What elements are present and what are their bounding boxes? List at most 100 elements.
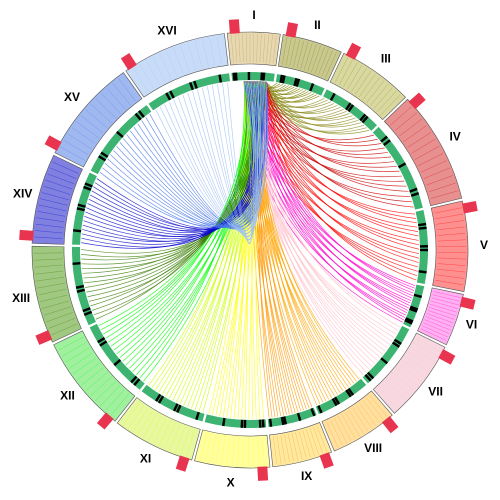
sector-line <box>226 436 231 465</box>
sector-line <box>276 436 282 464</box>
ideogram <box>275 74 325 96</box>
ideogram-band <box>296 412 302 422</box>
sector-line <box>321 50 333 77</box>
sector-line <box>399 118 422 137</box>
sector-line <box>259 34 262 63</box>
link <box>119 81 266 358</box>
sector-line <box>187 43 197 71</box>
sector-line <box>152 57 166 83</box>
sector-line <box>318 48 329 75</box>
ideogram-band <box>155 393 162 402</box>
sector-line <box>377 90 397 112</box>
sector-line <box>437 257 466 260</box>
chromosome-sector <box>329 52 406 121</box>
sector-line <box>112 83 131 106</box>
sector-line <box>90 376 112 397</box>
sector-line <box>51 323 78 336</box>
sector-line <box>110 393 130 416</box>
ideogram-band <box>172 403 179 412</box>
sector-line <box>205 433 212 462</box>
sector-line <box>369 394 388 417</box>
chromosome-label: XV <box>64 90 80 104</box>
ideogram-band <box>295 78 301 87</box>
ideogram-band <box>345 102 352 111</box>
sector-line <box>166 50 178 77</box>
sector-line <box>164 422 176 449</box>
sector-line <box>238 34 241 63</box>
ideogram-band <box>234 72 238 81</box>
sector-line <box>48 318 75 329</box>
chromosome-sector <box>31 154 83 245</box>
sector-line <box>76 121 100 139</box>
sector-line <box>38 288 67 296</box>
chromosome-label: V <box>480 238 488 252</box>
ideogram-band <box>383 139 391 147</box>
chromosome-sector <box>277 34 342 82</box>
sector-line <box>199 432 207 461</box>
ideogram <box>148 73 231 111</box>
ideogram-band <box>218 74 223 83</box>
ideogram-band <box>157 395 165 404</box>
ideogram-band <box>165 92 172 101</box>
ideogram-band <box>258 419 262 428</box>
marker <box>257 466 269 481</box>
ideogram-band <box>279 74 284 83</box>
sector-line <box>272 35 277 64</box>
ideogram-band <box>261 419 265 428</box>
ideogram-band <box>195 411 200 421</box>
sector-line <box>46 312 73 323</box>
link <box>217 81 253 245</box>
sector-line <box>298 431 307 459</box>
sector-line <box>351 67 367 92</box>
ideogram-band <box>262 72 266 81</box>
sector-line <box>273 436 278 465</box>
chromosome-sector <box>116 397 201 461</box>
ideogram-band <box>409 187 418 193</box>
ideogram-band <box>280 416 285 426</box>
ideogram-band <box>240 419 244 428</box>
link <box>222 80 255 244</box>
sector-line <box>90 103 112 124</box>
sector-line <box>169 424 181 451</box>
sector-line <box>282 37 288 65</box>
sector-line <box>395 368 418 387</box>
chromosome-sector <box>31 245 82 343</box>
sector-line <box>37 282 65 289</box>
sector-line <box>355 70 372 95</box>
chromosome-label: XIII <box>12 291 30 305</box>
sector-line <box>359 402 376 426</box>
ideogram-band <box>76 288 86 293</box>
ideogram-band <box>331 397 338 407</box>
sector-line <box>291 433 299 461</box>
link <box>182 81 265 234</box>
link <box>265 81 295 92</box>
chromosome-sector <box>53 330 136 422</box>
sector-line <box>230 34 234 63</box>
ideogram-band <box>329 92 336 102</box>
ideogram-band <box>333 396 341 405</box>
sector-line <box>42 300 70 309</box>
link <box>264 81 414 208</box>
chromosome-sector <box>417 287 464 346</box>
sector-line <box>210 434 217 463</box>
link <box>99 81 268 227</box>
marker <box>175 455 190 472</box>
ideogram-band <box>310 408 316 417</box>
sector-line <box>337 416 352 442</box>
ideogram-band <box>98 155 107 162</box>
sector-line <box>202 39 209 67</box>
sector-line <box>424 319 451 331</box>
sector-line <box>303 43 313 71</box>
sector-line <box>436 220 465 225</box>
ideogram-band <box>99 340 108 347</box>
sector-line <box>413 342 438 358</box>
sector-line <box>142 413 158 438</box>
sector-line <box>242 437 245 466</box>
sector-line <box>262 34 266 63</box>
sector-line <box>81 367 104 386</box>
sector-line <box>44 306 71 316</box>
sector-line <box>347 65 363 90</box>
sector-line <box>325 51 337 78</box>
ideogram-band <box>409 307 418 313</box>
